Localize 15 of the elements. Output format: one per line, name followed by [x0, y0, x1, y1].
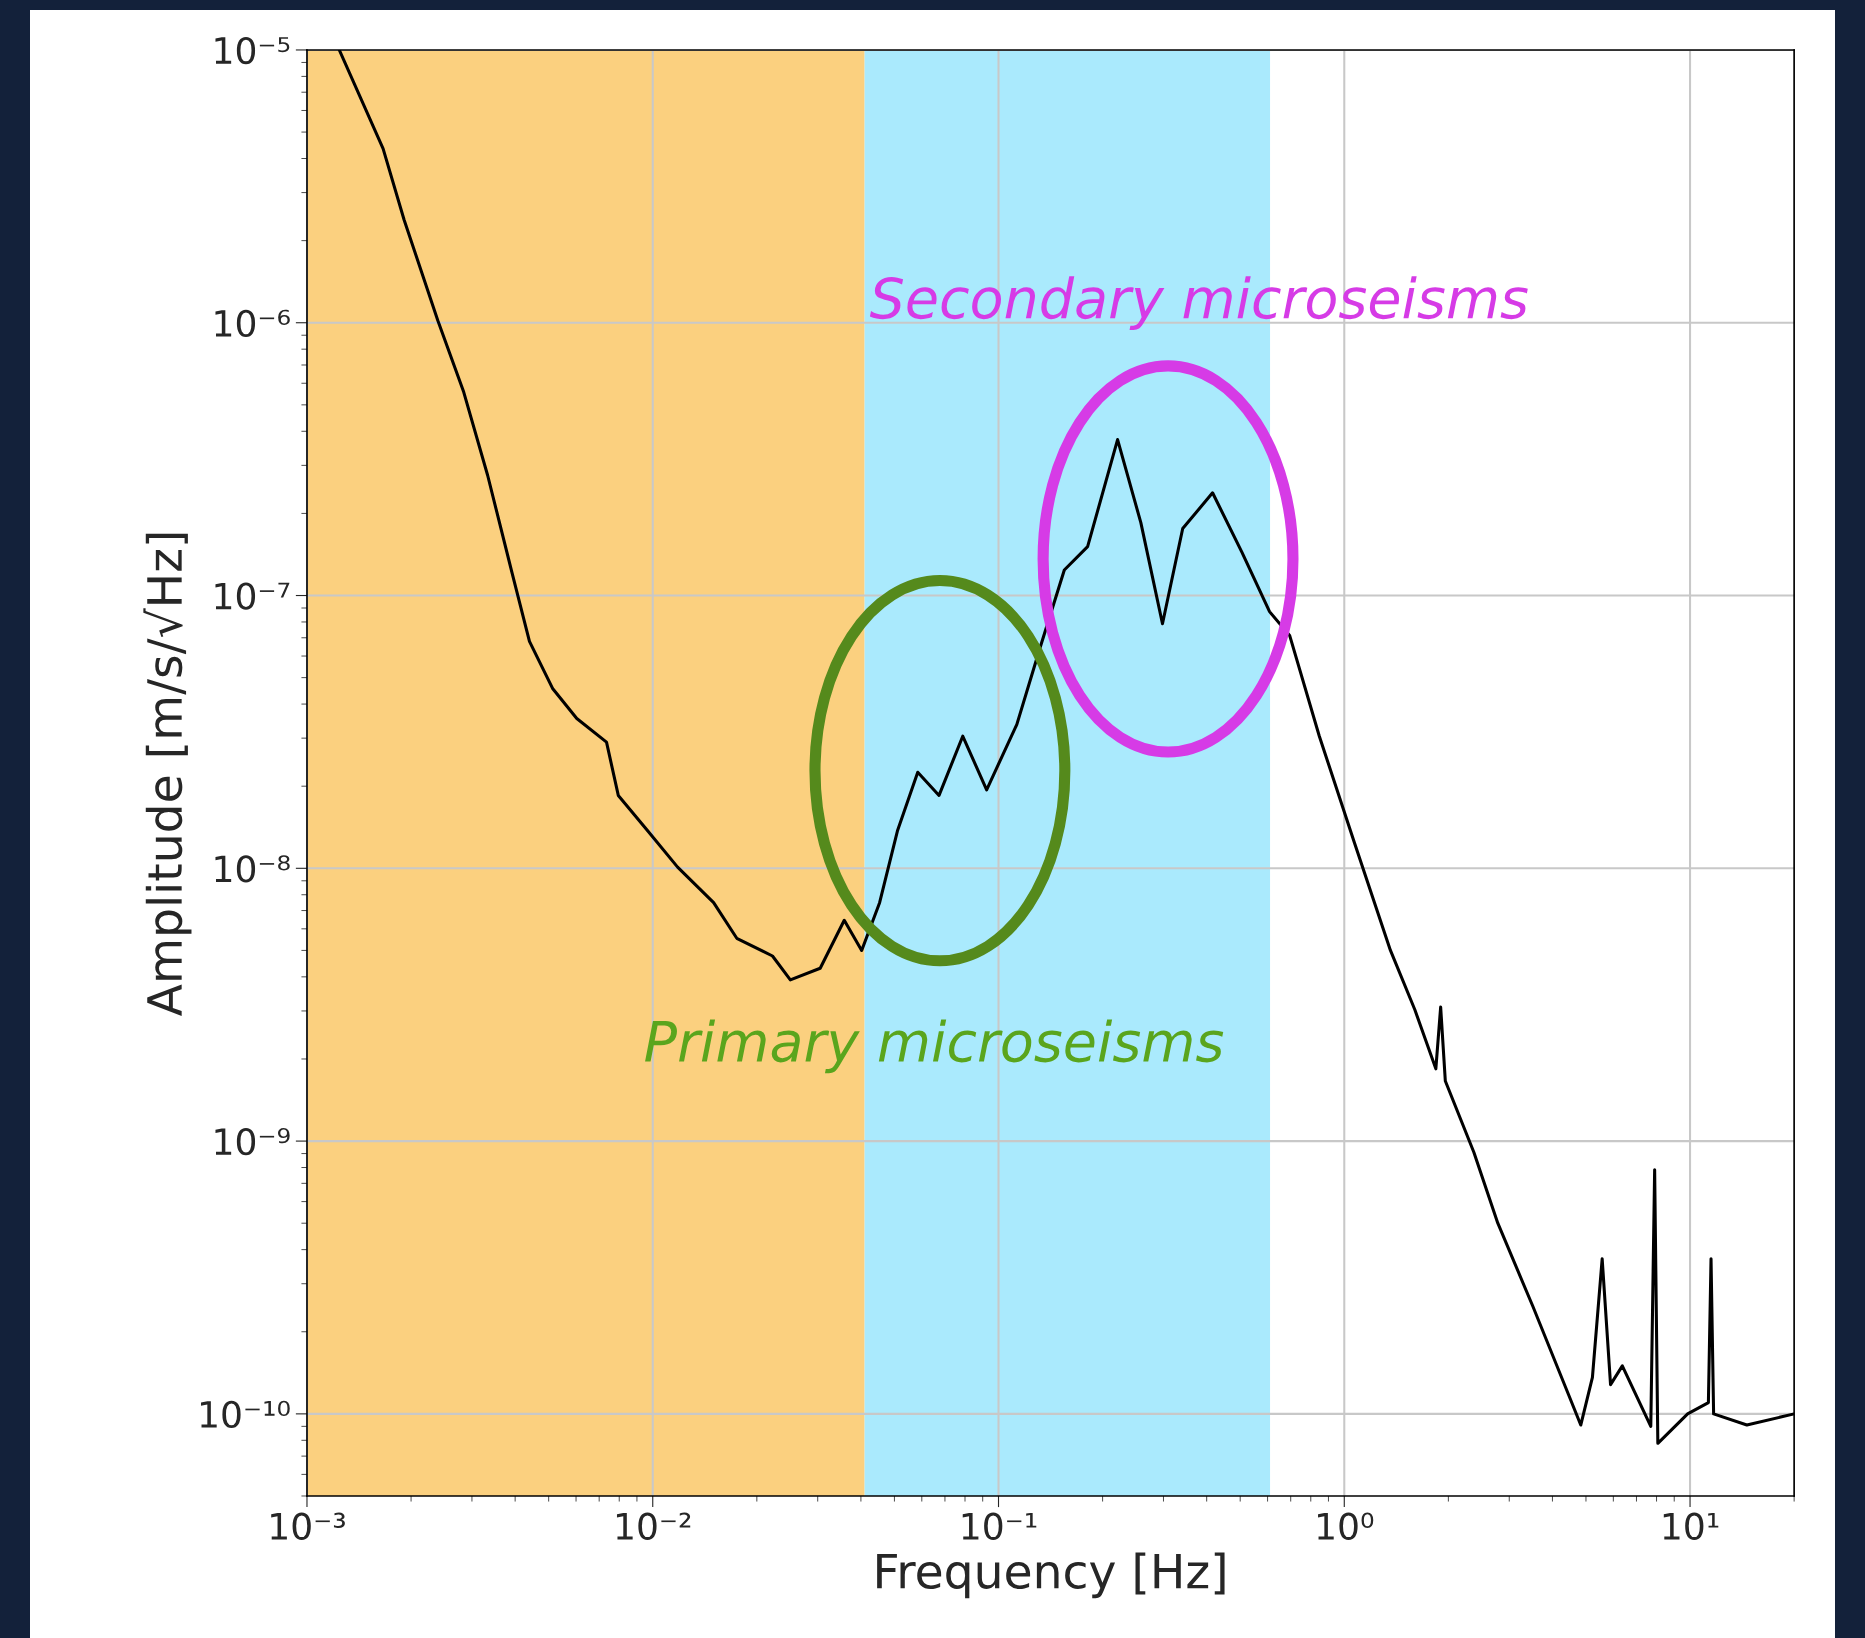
- y-tick-label: 10⁻⁵: [215, 36, 290, 65]
- x-tick-label: 10¹: [1663, 1512, 1719, 1540]
- annotation: Primary microseisms: [645, 1019, 1224, 1074]
- x-tick-label: 10⁰: [1318, 1512, 1374, 1540]
- annotation: Secondary microseisms: [869, 276, 1528, 330]
- y-tick-label: 10⁻⁹: [215, 1128, 290, 1156]
- x-axis-title: Frequency [Hz]: [877, 1552, 1225, 1599]
- y-tick-label: 10⁻¹⁰: [201, 1400, 290, 1429]
- x-tick-label: 10⁻³: [271, 1512, 345, 1540]
- y-tick-label: 10⁻⁸: [215, 855, 290, 883]
- y-axis-title: Amplitude [m/s/√Hz]: [143, 533, 192, 1016]
- y-tick-label: 10⁻⁶: [215, 309, 290, 337]
- x-tick-label: 10⁻²: [616, 1512, 691, 1540]
- x-tick-label: 10⁻¹: [962, 1512, 1037, 1540]
- y-tick-label: 10⁻⁷: [215, 582, 290, 610]
